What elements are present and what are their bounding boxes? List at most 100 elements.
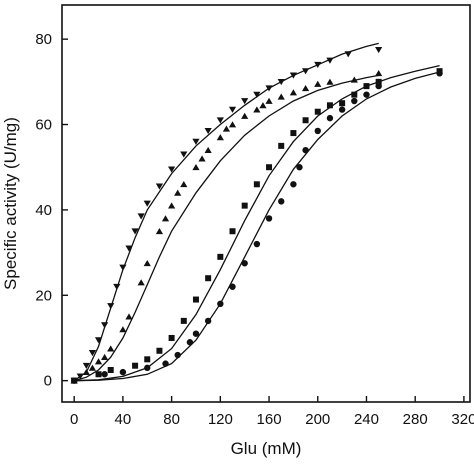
data-point-circle [229, 283, 236, 290]
data-point-square [132, 362, 139, 369]
data-point-triangle-down [289, 72, 298, 79]
data-point-square [168, 334, 175, 341]
data-point-square [339, 100, 346, 107]
fit-curve-triangle-up [74, 74, 379, 382]
data-point-circle [326, 114, 334, 122]
data-point-square [144, 356, 151, 363]
data-point-triangle-up [88, 364, 97, 371]
x-tick-label: 160 [257, 411, 282, 428]
data-point-triangle-up [375, 70, 383, 77]
data-point-triangle-up [107, 345, 115, 352]
data-point-circle [241, 260, 248, 267]
data-point-square [229, 228, 236, 235]
y-tick-label: 60 [35, 117, 52, 134]
data-point-circle [192, 330, 200, 337]
x-tick-label: 40 [115, 411, 132, 428]
data-point-triangle-down [76, 373, 84, 380]
data-point-triangle-up [192, 163, 200, 171]
data-markers [70, 46, 443, 384]
data-point-circle [278, 198, 285, 205]
fit-curve-square [74, 64, 440, 382]
data-point-triangle-up [82, 368, 90, 375]
data-point-circle [296, 164, 303, 171]
data-point-triangle-down [314, 61, 322, 69]
data-point-triangle-up [216, 134, 224, 141]
data-point-circle [101, 371, 108, 378]
x-tick-label: 80 [163, 411, 180, 428]
data-point-square [180, 317, 187, 324]
data-point-triangle-up [125, 313, 133, 320]
x-tick-label: 320 [451, 411, 474, 428]
data-point-triangle-down [228, 106, 237, 113]
data-point-triangle-down [180, 151, 188, 158]
x-tick-label: 0 [70, 411, 78, 428]
data-point-triangle-up [277, 93, 285, 100]
data-point-circle [162, 360, 169, 367]
data-point-square [314, 108, 321, 115]
y-tick-label: 40 [35, 202, 52, 219]
data-point-triangle-up [265, 97, 273, 104]
data-point-triangle-up [314, 80, 322, 87]
data-point-triangle-up [137, 279, 145, 286]
fit-curve-circle [74, 71, 440, 382]
data-point-triangle-up [101, 353, 109, 361]
data-point-circle [119, 368, 127, 376]
data-point-triangle-down [137, 213, 145, 220]
data-point-square [363, 83, 370, 90]
data-point-square [241, 202, 248, 209]
x-tick-label: 280 [403, 411, 428, 428]
data-point-triangle-down [326, 57, 334, 64]
data-point-triangle-down [301, 68, 310, 75]
y-tick-label: 80 [35, 31, 52, 48]
data-point-triangle-down [155, 183, 164, 190]
data-point-square [375, 78, 382, 85]
x-axis-title: Glu (mM) [231, 439, 302, 458]
y-tick-label: 0 [44, 373, 52, 390]
data-point-square [217, 253, 224, 260]
data-point-square [107, 366, 114, 373]
data-point-triangle-up [143, 260, 151, 267]
axis-ticks: 0 40 80 120 160 200 240 280 320 0 20 40 60 80 [35, 31, 474, 428]
data-point-triangle-up [301, 85, 310, 92]
data-point-circle [174, 351, 181, 359]
data-point-circle [290, 181, 297, 188]
data-point-circle [186, 339, 194, 346]
data-point-square [302, 117, 309, 124]
y-axis-title: Specific activity (U/mg) [1, 117, 20, 290]
data-point-triangle-up [253, 106, 261, 113]
data-point-triangle-down [119, 264, 127, 271]
data-point-triangle-up [168, 202, 176, 209]
data-point-triangle-down [265, 85, 273, 92]
plot-area [61, 4, 471, 403]
data-point-square [351, 91, 358, 98]
data-point-circle [144, 364, 151, 372]
x-tick-label: 120 [208, 411, 233, 428]
data-point-triangle-up [350, 76, 358, 83]
data-point-triangle-up [174, 189, 182, 196]
fit-curve-triangle-down [73, 42, 379, 382]
data-point-square [266, 164, 273, 171]
data-point-triangle-down [82, 362, 90, 369]
data-point-triangle-down [168, 166, 176, 173]
data-point-square [290, 130, 297, 137]
data-point-triangle-up [241, 112, 249, 119]
data-point-triangle-up [289, 89, 298, 96]
data-point-triangle-up [180, 181, 188, 188]
data-point-triangle-up [259, 102, 267, 109]
data-point-triangle-down [253, 91, 261, 98]
data-point-triangle-up [119, 326, 127, 333]
x-tick-label: 240 [354, 411, 379, 428]
data-point-circle [265, 215, 273, 222]
data-point-triangle-down [375, 46, 383, 54]
data-point-circle [338, 106, 346, 113]
data-point-square [192, 296, 199, 303]
data-point-triangle-up [94, 358, 103, 365]
data-point-circle [314, 127, 321, 135]
data-point-triangle-down [192, 138, 200, 145]
data-point-triangle-down [107, 303, 115, 310]
data-point-circle [363, 91, 370, 98]
data-point-square [205, 275, 212, 282]
data-point-triangle-up [155, 228, 164, 235]
data-point-circle [302, 146, 309, 154]
